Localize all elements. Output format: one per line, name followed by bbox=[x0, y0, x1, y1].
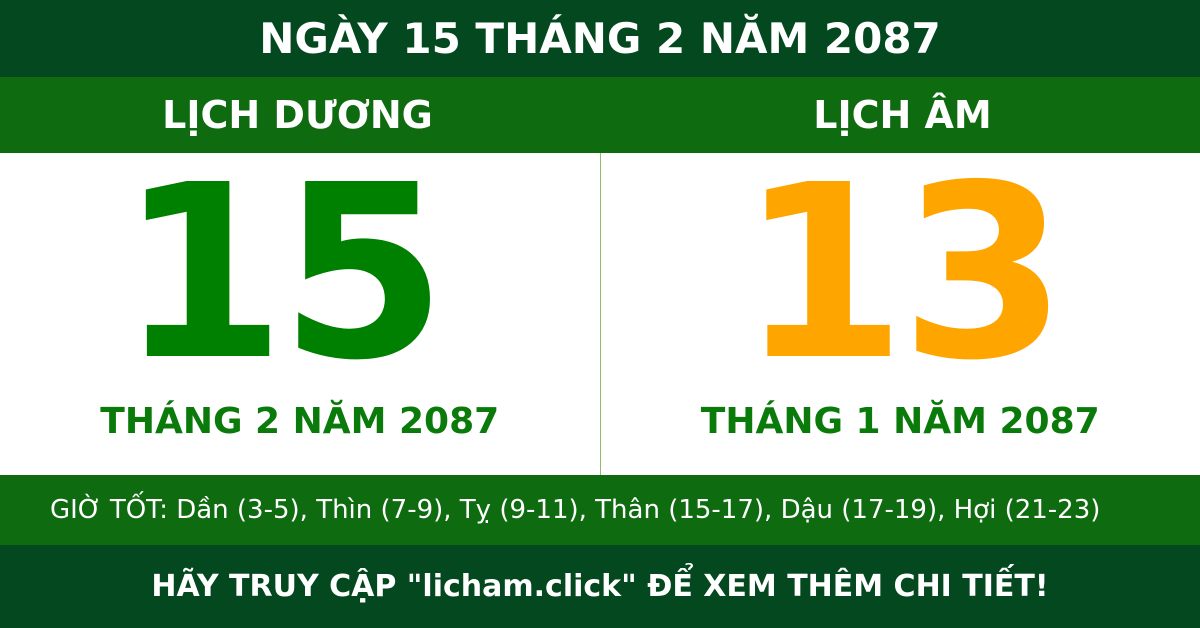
good-hours: GIỜ TỐT: Dần (3-5), Thìn (7-9), Tỵ (9-11… bbox=[0, 475, 1200, 545]
calendar-body: 15 THÁNG 2 NĂM 2087 13 THÁNG 1 NĂM 2087 bbox=[0, 153, 1200, 475]
lunar-heading: LỊCH ÂM bbox=[813, 93, 992, 137]
solar-day: 15 bbox=[118, 133, 447, 413]
page-title: NGÀY 15 THÁNG 2 NĂM 2087 bbox=[0, 0, 1200, 77]
footer-cta: HÃY TRUY CẬP "licham.click" ĐỂ XEM THÊM … bbox=[0, 545, 1200, 628]
lunar-month-year: THÁNG 1 NĂM 2087 bbox=[700, 401, 1100, 442]
solar-column: 15 THÁNG 2 NĂM 2087 bbox=[0, 153, 601, 475]
lunar-day: 13 bbox=[739, 133, 1067, 413]
solar-heading: LỊCH DƯƠNG bbox=[162, 93, 433, 137]
lunar-column: 13 THÁNG 1 NĂM 2087 bbox=[601, 153, 1200, 475]
calendar-headings: LỊCH DƯƠNG LỊCH ÂM bbox=[0, 77, 1200, 153]
solar-month-year: THÁNG 2 NĂM 2087 bbox=[100, 401, 500, 442]
